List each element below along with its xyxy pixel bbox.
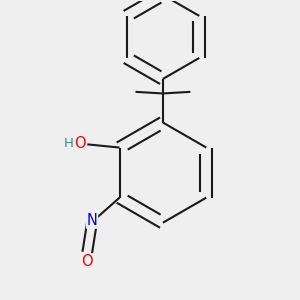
Text: O: O — [81, 254, 93, 269]
Text: O: O — [74, 136, 86, 151]
Text: N: N — [87, 213, 98, 228]
Text: H: H — [64, 137, 74, 150]
